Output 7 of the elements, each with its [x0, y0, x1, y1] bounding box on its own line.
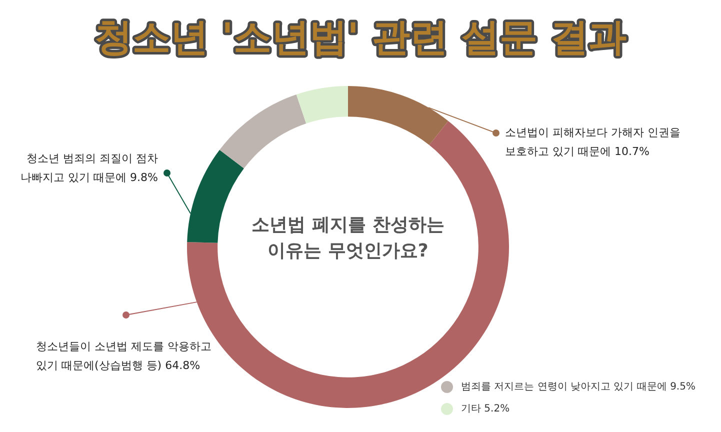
slice-label: 청소년 범죄의 죄질이 점차 나빠지고 있기 때문에 9.8% [20, 152, 158, 184]
slice-label: 청소년들이 소년법 제도를 악용하고 있기 때문에(상습범행 등) 64.8% [36, 340, 212, 372]
chart-title: 청소년 '소년법' 관련 설문 결과 [94, 14, 627, 59]
text: 소년법 폐지를 찬성하는 이유는 무엇인가요? [252, 214, 444, 262]
legend-label: 기타 5.2% [461, 404, 510, 415]
legend-label: 소년법이 피해자보다 가해자 인권을 보호하고 있기 때문에 10.7% [505, 126, 680, 158]
legend-label: 범죄를 저지르는 연령이 낮아지고 있기 때문에 9.5% [461, 382, 696, 393]
